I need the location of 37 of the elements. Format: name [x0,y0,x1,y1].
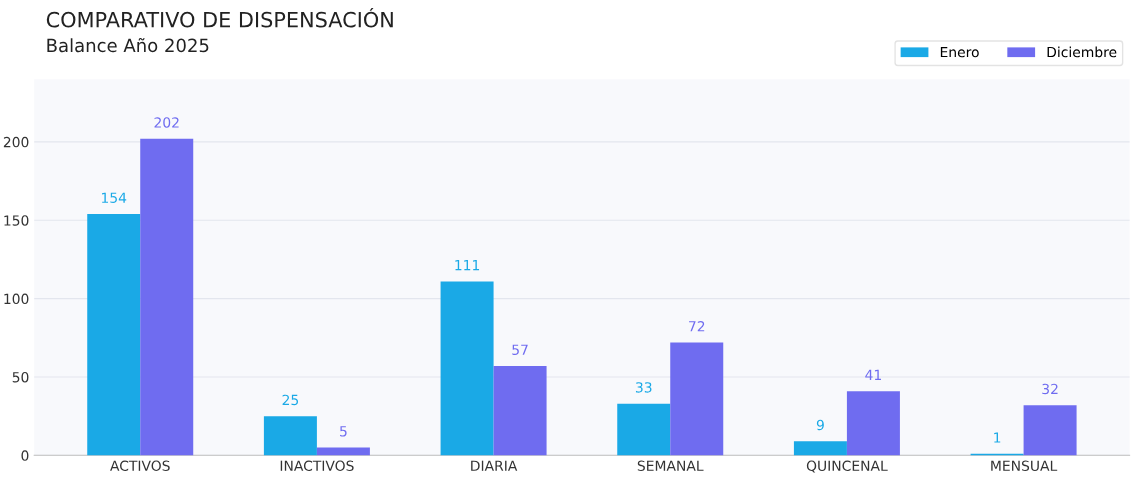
x-tick-label: QUINCENAL [806,460,888,473]
bar [87,214,141,456]
y-tick-label: 0 [21,450,29,461]
x-tick-label: SEMANAL [637,460,704,472]
chart-subtitle: Balance Año 2025 [47,37,209,53]
bar [493,366,547,456]
bar [440,281,494,456]
bar [846,391,900,456]
y-tick-label: 50 [12,371,29,383]
x-tick-label: INACTIVOS [280,460,354,472]
y-tick-label: 100 [4,293,29,305]
data-label: 57 [512,344,528,356]
data-label: 1 [994,432,1001,443]
data-label: 154 [102,192,127,203]
data-label: 5 [340,426,347,437]
data-label: 33 [635,382,652,393]
data-label: 32 [1042,383,1058,395]
y-tick-label: 200 [3,136,29,148]
data-label: 25 [282,394,299,406]
legend-label: Diciembre [1047,46,1117,58]
data-label: 9 [816,419,824,431]
bar [670,342,724,456]
legend-label: Enero [940,46,979,58]
bar [617,403,671,456]
x-tick-label: DIARIA [471,460,518,471]
data-label: 202 [154,117,179,128]
data-label: 41 [865,369,881,380]
x-tick-label: MENSUAL [991,460,1058,472]
bar [1023,405,1077,456]
data-label: 72 [689,321,705,332]
bar [263,416,317,456]
data-label: 111 [455,260,480,271]
bar [793,441,847,456]
y-tick-label: 150 [4,215,29,226]
bar [140,138,194,456]
chart-title: COMPARATIVO DE DISPENSACIÓN [46,7,393,28]
x-tick-label: ACTIVOS [110,460,170,472]
